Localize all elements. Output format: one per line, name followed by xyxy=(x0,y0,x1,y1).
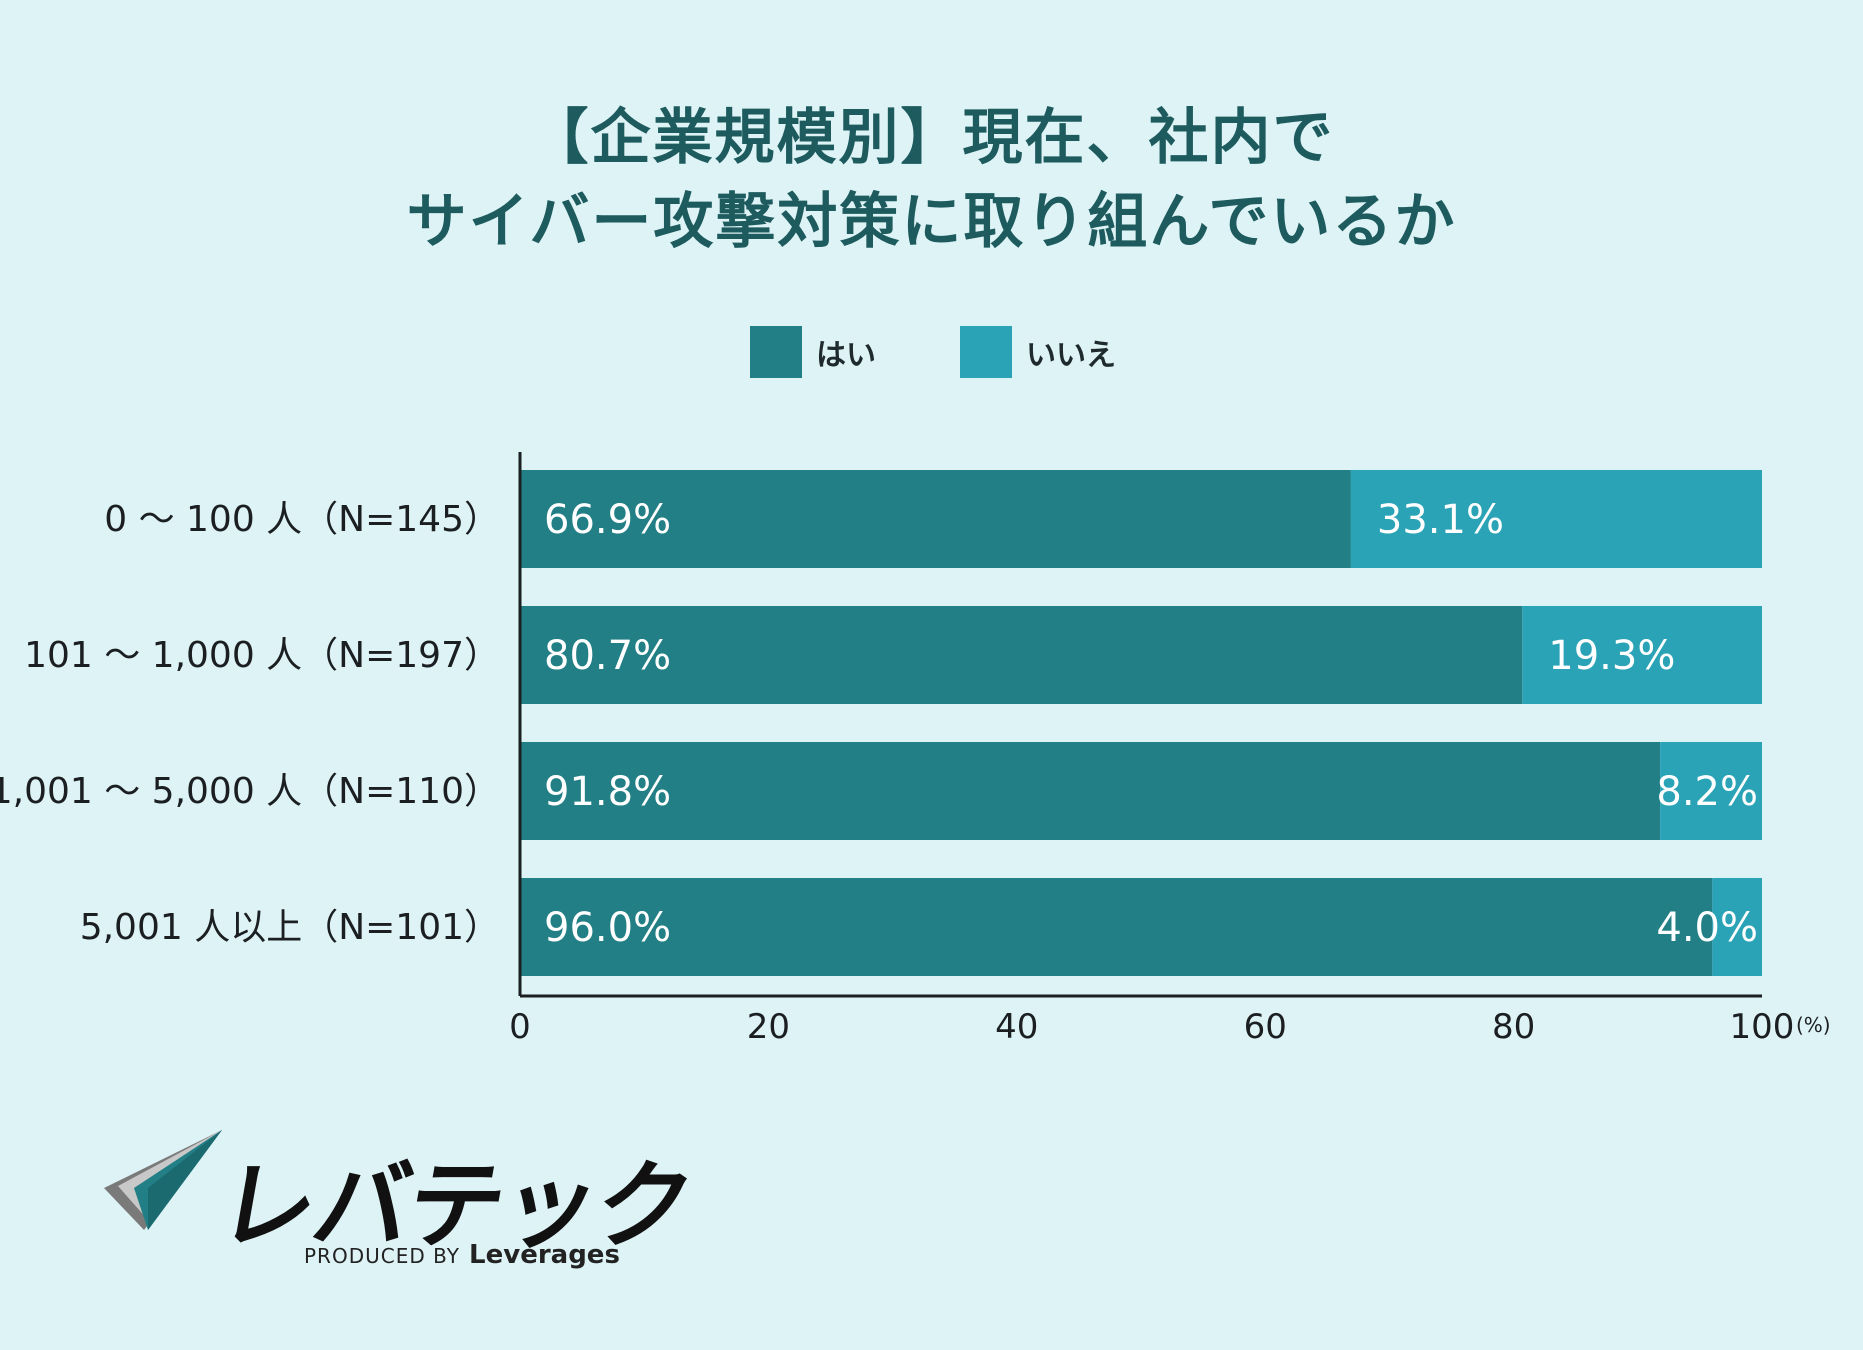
bar-label-yes-2: 91.8% xyxy=(544,769,671,815)
bar-no-2 xyxy=(1660,742,1762,840)
category-label-1: 101 〜 1,000 人（N=197） xyxy=(24,635,500,676)
legend-item-yes: はい xyxy=(750,326,876,378)
bar-yes-2 xyxy=(520,742,1661,840)
x-axis-unit-label: (%) xyxy=(1796,1013,1831,1037)
legend-swatch-yes xyxy=(750,326,802,378)
bar-yes-0 xyxy=(520,470,1351,568)
bar-no-0 xyxy=(1350,470,1762,568)
bar-yes-1 xyxy=(520,606,1523,704)
bar-no-3 xyxy=(1712,878,1762,976)
x-tick-label-2: 40 xyxy=(995,1007,1038,1047)
bar-label-yes-0: 66.9% xyxy=(544,497,671,543)
bar-label-yes-1: 80.7% xyxy=(544,633,671,679)
x-tick-label-3: 60 xyxy=(1244,1007,1287,1047)
bar-label-no-1: 19.3% xyxy=(1548,633,1675,679)
chart-legend: はい いいえ xyxy=(0,326,1863,378)
levtech-logo: レバテック PRODUCED BY Leverages xyxy=(104,1130,700,1280)
legend-swatch-no xyxy=(960,326,1012,378)
produced-by-prefix: PRODUCED BY xyxy=(304,1244,460,1268)
chart-title-line-1: 【企業規模別】現在、社内で xyxy=(528,103,1335,173)
logo-mark-icon xyxy=(104,1130,222,1230)
x-tick-label-4: 80 xyxy=(1492,1007,1535,1047)
produced-by-brand: Leverages xyxy=(469,1240,620,1270)
legend-label-yes: はい xyxy=(816,338,876,373)
category-label-2: 1,001 〜 5,000 人（N=110） xyxy=(0,771,500,812)
x-tick-label-1: 20 xyxy=(747,1007,790,1047)
chart-title-line-2: サイバー攻撃対策に取り組んでいるか xyxy=(406,187,1457,257)
legend-label-no: いいえ xyxy=(1026,338,1116,373)
category-label-3: 5,001 人以上（N=101） xyxy=(80,907,500,948)
produced-by-line: PRODUCED BY Leverages xyxy=(304,1240,620,1270)
bar-label-no-0: 33.1% xyxy=(1377,497,1504,543)
category-label-0: 0 〜 100 人（N=145） xyxy=(104,499,500,540)
bar-label-no-2: 8.2% xyxy=(1656,769,1758,815)
x-tick-label-0: 0 xyxy=(509,1007,531,1047)
bar-yes-3 xyxy=(520,878,1713,976)
x-tick-label-5: 100 xyxy=(1730,1007,1795,1047)
bar-label-yes-3: 96.0% xyxy=(544,905,671,951)
bar-label-no-3: 4.0% xyxy=(1656,905,1758,951)
chart-title: 【企業規模別】現在、社内で サイバー攻撃対策に取り組んでいるか xyxy=(0,96,1863,264)
bar-no-1 xyxy=(1522,606,1762,704)
legend-item-no: いいえ xyxy=(960,326,1116,378)
